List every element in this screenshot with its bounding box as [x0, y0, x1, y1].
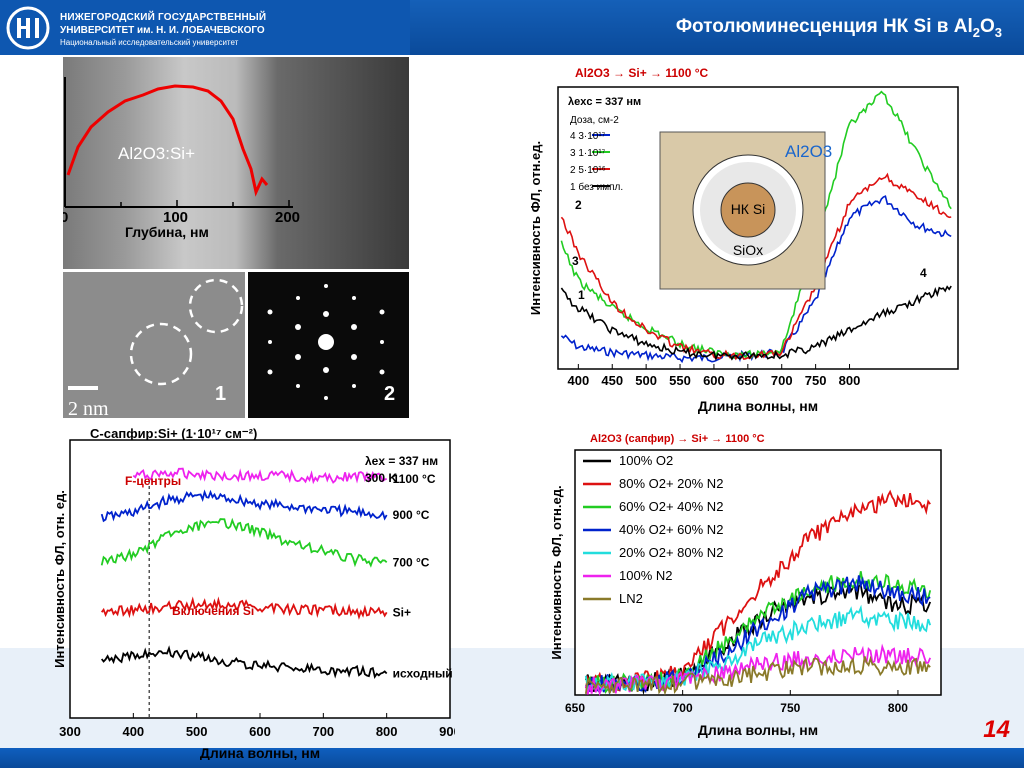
image2-label: 2: [384, 383, 395, 405]
legend-entry: 3 1·10¹⁷: [570, 148, 606, 159]
x-tick-label: 550: [669, 373, 691, 388]
tem-depth-profile: Al2O3:Si+ 0 100 200 Глубина, нм: [63, 77, 300, 240]
legend-entry: LN2: [619, 591, 643, 606]
inset-core: [720, 182, 776, 238]
x-axis-label: Длина волны, нм: [200, 745, 320, 760]
footer-line: [0, 748, 1024, 768]
series-line-3: [100, 517, 388, 568]
x-tick-label: 800: [888, 701, 908, 715]
x-tick-label: 600: [249, 724, 271, 739]
curve-label: 3: [572, 254, 579, 268]
x-tick-label: 500: [186, 724, 208, 739]
excitation-annotation: λex = 337 нм: [365, 454, 438, 468]
x-tick-label: 750: [805, 373, 827, 388]
legend-entry: 40% O2+ 60% N2: [619, 522, 723, 537]
tem-x-tick-1: 100: [163, 209, 188, 226]
x-tick-label: 900: [439, 724, 455, 739]
x-tick-label: 600: [703, 373, 725, 388]
series-label: 900 °C: [393, 508, 430, 522]
x-tick-label: 650: [565, 701, 585, 715]
series-label: исходный: [393, 667, 453, 681]
series-line-4: [585, 575, 931, 695]
plot-frame: [574, 449, 942, 696]
series-line-4: [560, 285, 952, 362]
legend-entry: 80% O2+ 20% N2: [619, 476, 723, 491]
y-axis-label: Интенсивность ФЛ, отн.ед.: [528, 141, 543, 315]
chart-pl-dose: Al2O3 → Si+ → 1100 °C 400 450 500 550 600 650 7…: [528, 66, 959, 414]
plot-frame: [69, 439, 451, 719]
chart3-title: Al2O3 (сапфир) → Si+ → 1100 °C: [590, 433, 765, 445]
y-axis-label: Интенсивность ФЛ, отн.ед.: [549, 485, 564, 659]
curve-label: 2: [575, 198, 582, 212]
chart2-title: C-сапфир:Si+ (1·10¹⁷ см⁻²): [90, 426, 257, 441]
legend-entry: 20% O2+ 80% N2: [619, 545, 723, 560]
series-line-4: [100, 596, 388, 620]
excitation-annotation: λexc = 337 нм: [568, 96, 641, 108]
university-logo-icon: [6, 6, 50, 50]
curve-label: 1: [578, 288, 585, 302]
legend-entry: 100% N2: [619, 568, 672, 583]
x-tick-label: 300: [59, 724, 81, 739]
curve-label: 4: [920, 266, 927, 280]
university-name-line3: Национальный исследовательский университ…: [60, 38, 239, 47]
chart1-title: Al2O3 → Si+ → 1100 °C: [575, 66, 709, 80]
slide-title: Фотолюминесценция НК Si в Al2O3: [675, 16, 1002, 40]
inset-core-label: НК Si: [731, 201, 766, 217]
x-tick-label: 700: [673, 701, 693, 715]
chart-pl-atmosphere: Al2O3 (сапфир) → Si+ → 1100 °C 650 700 750 8…: [549, 433, 942, 738]
diffraction-overlay: 2: [267, 284, 395, 405]
series-line-5: [584, 604, 932, 692]
series-line-7: [584, 655, 931, 696]
tem-x-label: Глубина, нм: [125, 224, 209, 240]
series-line-2: [100, 489, 388, 523]
university-block: НИЖЕГОРОДСКИЙ ГОСУДАРСТВЕННЫЙ УНИВЕРСИТЕ…: [0, 0, 410, 55]
legend-entry: 60% O2+ 40% N2: [619, 499, 723, 514]
hrtem-image: [63, 272, 245, 418]
tem-x-tick-2: 200: [275, 209, 300, 226]
temperature-annotation: 300 K: [365, 471, 397, 485]
series-label: 1100 °C: [393, 472, 436, 486]
x-tick-label: 650: [737, 373, 759, 388]
legend-entry: 2 5·10¹⁶: [570, 165, 606, 176]
series-line-5: [100, 645, 388, 680]
inset-shell-label: SiOx: [733, 242, 763, 258]
legend-entry: 4 3·10¹⁷: [570, 131, 606, 142]
profile-label: Al2O3:Si+: [118, 144, 195, 163]
x-tick-label: 700: [312, 724, 334, 739]
x-tick-label: 800: [839, 373, 861, 388]
y-axis-label: Интенсивность ФЛ, отн. ед.: [52, 490, 67, 668]
university-name-line1: НИЖЕГОРОДСКИЙ ГОСУДАРСТВЕННЫЙ: [60, 12, 267, 23]
f-centers-annotation: F-центры: [125, 474, 181, 488]
series-label: 700 °C: [393, 555, 430, 569]
legend-entry: 100% O2: [619, 453, 673, 468]
scale-label: 2 nm: [68, 398, 109, 418]
chart-pl-annealing: C-сапфир:Si+ (1·10¹⁷ см⁻²) 300 400 500 600 70…: [52, 426, 455, 760]
image1-label: 1: [215, 383, 226, 405]
si-inclusions-annotation: Включения Si: [172, 604, 254, 618]
legend-title: Доза, см-2: [570, 115, 619, 126]
x-tick-label: 450: [601, 373, 623, 388]
page-number: 14: [983, 716, 1010, 743]
x-axis-label: Длина волны, нм: [698, 722, 818, 738]
hrtem-overlay: 2 nm 1: [68, 278, 244, 418]
legend-entry: 1 без импл.: [570, 181, 623, 193]
header-bar: НИЖЕГОРОДСКИЙ ГОСУДАРСТВЕННЫЙ УНИВЕРСИТЕ…: [0, 0, 1024, 55]
series-line-1: [132, 467, 387, 485]
x-tick-label: 700: [771, 373, 793, 388]
inset-outer-label: Al2O3: [785, 142, 832, 161]
x-tick-label: 800: [376, 724, 398, 739]
series-label: Si+: [393, 605, 411, 619]
tem-x-tick-0: 0: [63, 209, 68, 226]
university-name-line2: УНИВЕРСИТЕТ им. Н. И. ЛОБАЧЕВСКОГО: [60, 25, 265, 36]
x-tick-label: 500: [635, 373, 657, 388]
x-tick-label: 400: [122, 724, 144, 739]
tem-cross-section-image: [63, 57, 409, 269]
x-tick-label: 750: [780, 701, 800, 715]
x-tick-label: 400: [567, 373, 589, 388]
x-axis-label: Длина волны, нм: [698, 398, 818, 414]
